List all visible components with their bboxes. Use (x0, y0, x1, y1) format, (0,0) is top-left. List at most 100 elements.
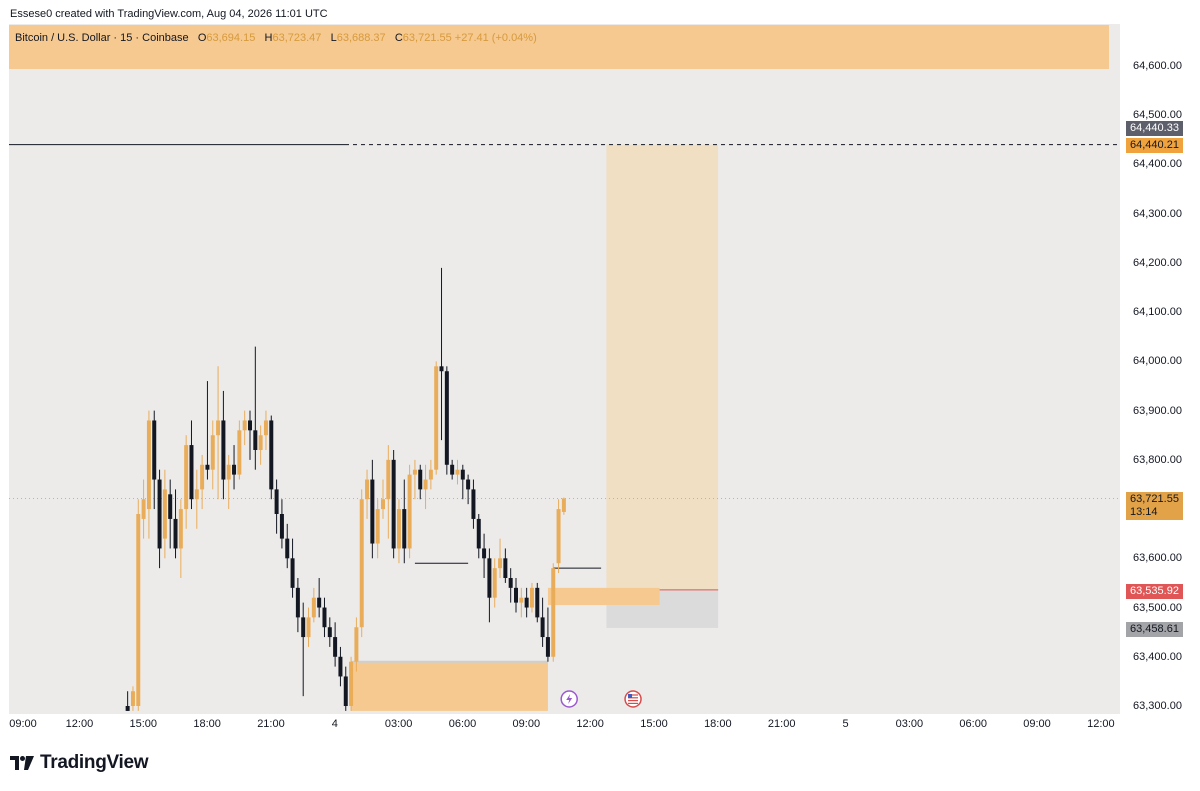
last-price-value: 63,721.55 (1130, 493, 1179, 505)
legend-change: +27.41 (+0.04%) (454, 32, 537, 44)
candle-body (343, 676, 348, 706)
price-tick-label: 64,000.00 (1133, 355, 1182, 368)
price-axis[interactable]: 63,300.00 63,400.00 63,500.00 63,600.00 63,8… (1120, 24, 1200, 714)
candle-body (354, 627, 359, 662)
legend-bar (9, 25, 1109, 69)
legend-symbol: Bitcoin / U.S. Dollar · 15 · Coinbase (15, 32, 189, 44)
time-tick-label: 06:00 (448, 718, 477, 730)
bar-countdown: 13:14 (1130, 506, 1158, 518)
lightning-bolt-icon (566, 694, 573, 704)
time-tick-label: 12:00 (1087, 718, 1115, 730)
candle-body (381, 499, 385, 510)
candle-body (232, 464, 237, 475)
time-tick-label: 21:00 (767, 718, 796, 730)
candle-body (460, 469, 465, 480)
price-tag-stop: 63,535.92 (1126, 584, 1183, 599)
time-tick-label: 06:00 (959, 718, 987, 730)
candle-body (402, 509, 407, 549)
candle-body (508, 578, 513, 588)
candle-body (535, 587, 540, 618)
candle-body (162, 489, 167, 539)
candle-body (242, 420, 247, 431)
candle-body (216, 420, 221, 436)
candle-body (407, 474, 412, 549)
candle-body (269, 420, 274, 490)
candle-body (327, 627, 332, 638)
candle-body (125, 706, 130, 711)
candle-body (476, 518, 481, 549)
time-tick-label: 18:00 (193, 718, 221, 730)
candle-body (503, 558, 508, 578)
candle-body (561, 498, 566, 512)
price-tick-label: 64,500.00 (1133, 109, 1182, 122)
price-tick-label: 63,800.00 (1133, 453, 1182, 466)
candle-body (439, 366, 444, 372)
candle-body (365, 479, 370, 500)
price-tick-label: 63,500.00 (1133, 601, 1182, 614)
price-tag-last-price: 63,721.55 13:14 (1126, 492, 1183, 520)
candle-body (556, 509, 561, 564)
price-tag-level-top: 64,440.33 (1126, 121, 1183, 136)
price-tick-label: 63,400.00 (1133, 650, 1182, 663)
tradingview-logo[interactable]: TradingView (10, 752, 149, 774)
candle-body (178, 509, 183, 549)
time-tick-label: 09:00 (512, 718, 541, 730)
symbol-legend[interactable]: Bitcoin / U.S. Dollar · 15 · Coinbase O6… (15, 32, 537, 44)
position-target-zone (606, 144, 719, 590)
price-tick-label: 64,200.00 (1133, 256, 1182, 269)
candle-body (434, 366, 439, 470)
time-axis[interactable]: 09:00 12:00 15:00 18:00 21:00 4 03:00 06:00 09:0… (9, 714, 1120, 734)
time-tick-label: 12:00 (65, 718, 94, 730)
candle-body (349, 661, 354, 706)
tradingview-logo-icon (10, 756, 34, 770)
time-tick-label: 12:00 (576, 718, 604, 730)
candle-body (545, 637, 550, 657)
candle-body (514, 587, 518, 603)
candle-body (322, 607, 327, 628)
candle-body (157, 479, 162, 549)
candle-body (386, 459, 391, 500)
price-tick-label: 64,400.00 (1133, 158, 1182, 171)
candle-body (301, 617, 306, 638)
legend-low: L63,688.37 (330, 32, 386, 44)
candle-body (173, 518, 178, 549)
candle-body (375, 509, 380, 544)
candle-body (205, 464, 210, 470)
candle-body (226, 464, 231, 480)
price-tick-label: 64,300.00 (1133, 207, 1182, 220)
candle-body (396, 509, 401, 549)
candle-body (146, 420, 151, 510)
price-tick-label: 63,900.00 (1133, 404, 1182, 417)
price-tag-level-line: 64,440.21 (1126, 138, 1183, 153)
candle-body (492, 568, 497, 598)
candle-body (529, 587, 534, 608)
price-tick-label: 64,600.00 (1133, 60, 1182, 72)
time-tick-label: 15:00 (640, 718, 668, 730)
candle-body (482, 548, 487, 559)
candle-body (333, 637, 338, 657)
candle-body (306, 617, 311, 638)
candle-body (519, 597, 524, 603)
candle-body (412, 469, 417, 475)
candle-body (141, 499, 146, 519)
tradingview-wordmark: TradingView (40, 752, 149, 773)
candle-body (221, 420, 226, 480)
time-tick-label: 18:00 (704, 718, 732, 730)
time-tick-label: 4 (331, 718, 338, 730)
price-tag-lower: 63,458.61 (1126, 622, 1183, 637)
time-tick-label: 21:00 (257, 718, 285, 730)
candle-body (391, 459, 396, 549)
time-tick-label: 03:00 (384, 718, 413, 730)
candle-body (285, 538, 290, 559)
price-tick-label: 63,600.00 (1133, 552, 1182, 565)
legend-open: O63,694.15 (197, 32, 256, 44)
candle-body (210, 435, 215, 470)
candle-body (253, 430, 258, 450)
zone-entry (547, 587, 660, 606)
candle-body (200, 464, 205, 490)
candle-body (237, 430, 242, 475)
candle-body (258, 435, 263, 450)
candle-body (540, 617, 545, 638)
time-tick-label: 09:00 (9, 718, 37, 730)
